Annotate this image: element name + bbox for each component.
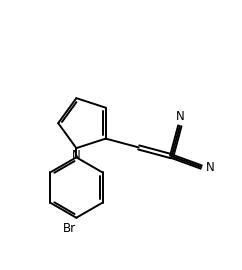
- Text: N: N: [72, 150, 81, 163]
- Text: N: N: [175, 110, 184, 123]
- Text: Br: Br: [63, 222, 76, 235]
- Text: N: N: [206, 161, 215, 174]
